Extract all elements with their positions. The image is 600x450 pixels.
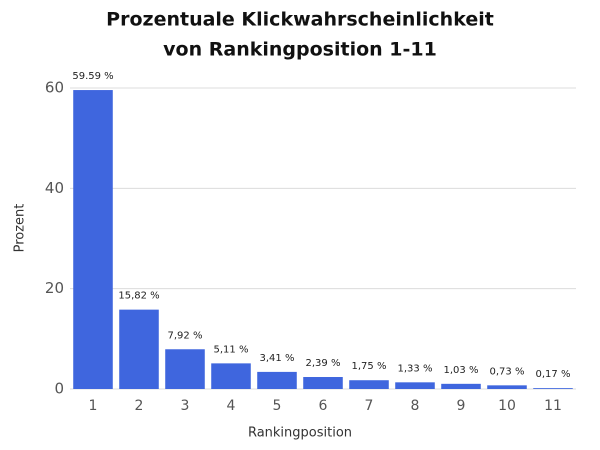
data-label: 1,33 %	[398, 363, 433, 374]
x-tick-label: 11	[544, 398, 562, 414]
x-tick-label: 7	[365, 398, 374, 414]
x-tick-label: 6	[319, 398, 328, 414]
bar	[303, 377, 343, 389]
y-axis-label: Prozent	[13, 204, 28, 253]
bar	[441, 383, 481, 389]
chart-title: Prozentuale Klickwahrscheinlichkeit	[106, 9, 494, 31]
chart-title: von Rankingposition 1-11	[163, 39, 437, 61]
data-label: 0,73 %	[490, 366, 525, 377]
data-label: 7,92 %	[168, 330, 203, 341]
bar	[349, 380, 389, 389]
y-tick-label: 0	[54, 380, 64, 398]
bar	[165, 349, 205, 389]
bar	[257, 371, 297, 389]
data-label: 1,03 %	[444, 365, 479, 376]
x-tick-label: 1	[89, 398, 98, 414]
bar	[487, 385, 527, 389]
bar	[73, 90, 113, 390]
data-label: 3,41 %	[260, 353, 295, 364]
data-label: 15,82 %	[118, 291, 159, 302]
x-axis-label: Rankingposition	[248, 426, 352, 441]
data-label: 2,39 %	[306, 358, 341, 369]
x-tick-label: 8	[411, 398, 420, 414]
x-tick-label: 10	[498, 398, 516, 414]
data-label: 0,17 %	[536, 369, 571, 380]
x-tick-label: 3	[181, 398, 190, 414]
y-tick-label: 20	[45, 279, 64, 297]
y-tick-label: 60	[45, 79, 64, 97]
bar	[533, 388, 573, 389]
x-tick-label: 5	[273, 398, 282, 414]
bar	[395, 382, 435, 389]
data-label: 5,11 %	[214, 344, 249, 355]
y-tick-label: 40	[45, 179, 64, 197]
bar	[211, 363, 251, 389]
data-label: 1,75 %	[352, 361, 387, 372]
x-tick-label: 9	[457, 398, 466, 414]
x-tick-label: 2	[135, 398, 144, 414]
data-label: 59.59 %	[72, 71, 113, 82]
bar	[119, 309, 159, 389]
x-tick-label: 4	[227, 398, 236, 414]
